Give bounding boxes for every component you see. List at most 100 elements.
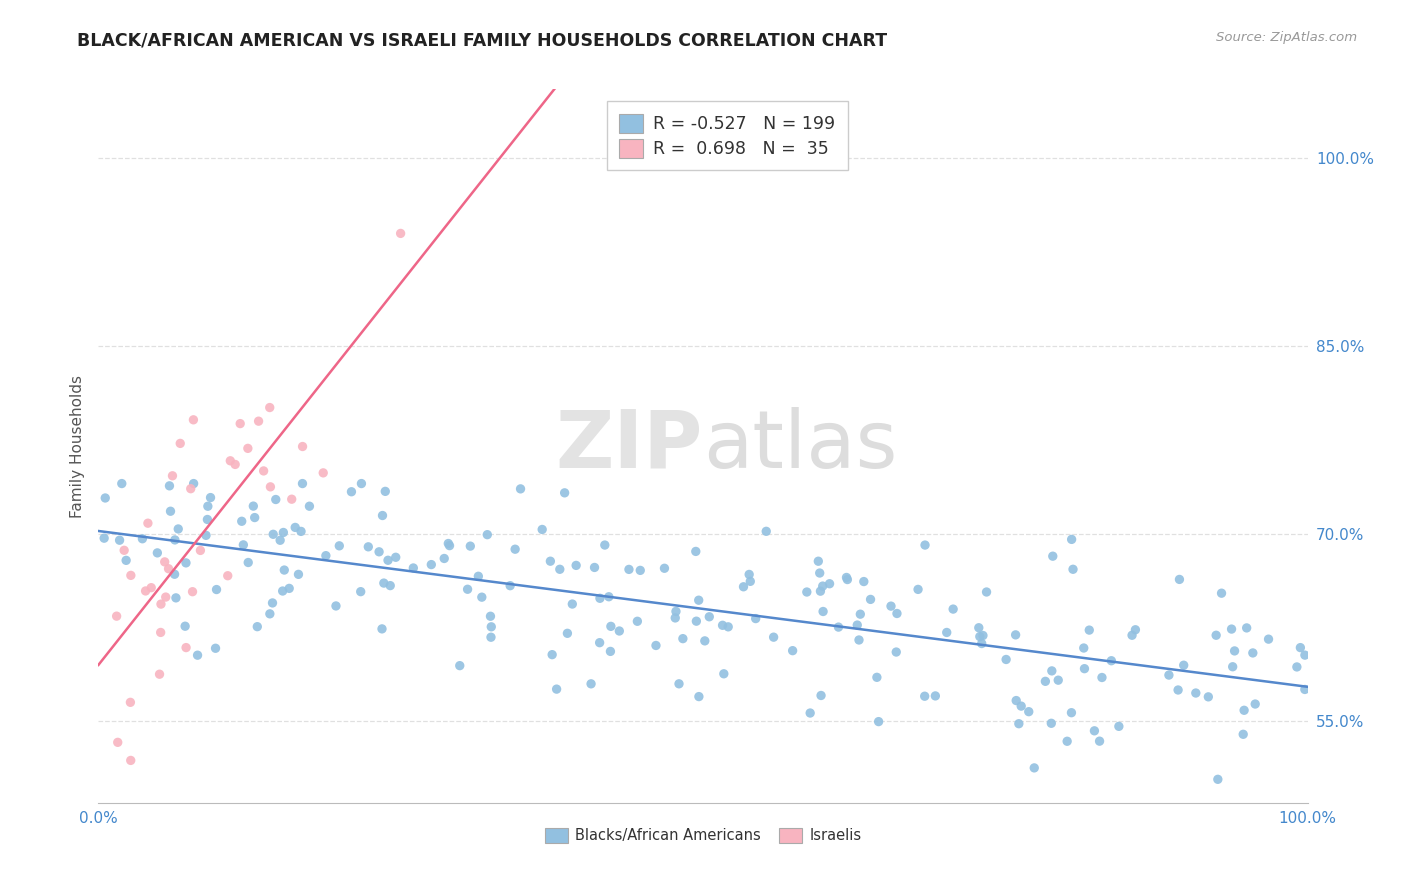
- Point: [460, 539, 482, 553]
- Point: [1056, 734, 1078, 748]
- Point: [846, 618, 869, 632]
- Point: [1257, 632, 1279, 647]
- Point: [350, 476, 373, 491]
- Point: [108, 533, 131, 548]
- Point: [384, 550, 406, 565]
- Point: [1035, 674, 1057, 689]
- Point: [859, 592, 882, 607]
- Point: [371, 508, 394, 523]
- Point: [713, 666, 735, 681]
- Point: [159, 504, 181, 518]
- Point: [284, 520, 307, 534]
- Point: [1289, 640, 1312, 655]
- Point: [1099, 654, 1122, 668]
- Point: [271, 584, 294, 599]
- Point: [1073, 640, 1095, 655]
- Point: [111, 476, 134, 491]
- Point: [457, 582, 479, 597]
- Point: [197, 512, 219, 526]
- Point: [1241, 646, 1264, 660]
- Point: [467, 569, 489, 583]
- Point: [711, 618, 734, 632]
- Point: [579, 677, 602, 691]
- Point: [617, 562, 640, 576]
- Point: [995, 652, 1018, 666]
- Point: [291, 440, 314, 454]
- Point: [1185, 686, 1208, 700]
- Point: [242, 499, 264, 513]
- Point: [607, 624, 630, 638]
- Point: [183, 413, 205, 427]
- Point: [115, 553, 138, 567]
- Point: [868, 714, 890, 729]
- Point: [112, 543, 135, 558]
- Point: [402, 561, 425, 575]
- Point: [1205, 628, 1227, 642]
- Point: [136, 516, 159, 531]
- Point: [236, 442, 259, 456]
- Point: [848, 632, 870, 647]
- Point: [738, 567, 761, 582]
- Point: [1125, 623, 1147, 637]
- Point: [377, 553, 399, 567]
- Point: [259, 607, 281, 621]
- Point: [654, 561, 676, 575]
- Point: [180, 482, 202, 496]
- Point: [477, 527, 499, 541]
- Point: [1010, 699, 1032, 714]
- Point: [479, 630, 502, 644]
- Point: [565, 558, 588, 573]
- Point: [368, 545, 391, 559]
- Point: [1088, 734, 1111, 748]
- Point: [217, 568, 239, 582]
- Point: [866, 670, 889, 684]
- Point: [1168, 573, 1191, 587]
- Point: [200, 491, 222, 505]
- Point: [433, 551, 456, 566]
- Point: [837, 573, 859, 587]
- Point: [183, 476, 205, 491]
- Point: [1042, 549, 1064, 564]
- Point: [808, 566, 831, 580]
- Point: [799, 706, 821, 720]
- Point: [818, 576, 841, 591]
- Point: [810, 584, 832, 599]
- Point: [645, 639, 668, 653]
- Point: [717, 620, 740, 634]
- Point: [181, 584, 204, 599]
- Point: [246, 620, 269, 634]
- Point: [479, 609, 502, 624]
- Point: [886, 607, 908, 621]
- Point: [195, 528, 218, 542]
- Point: [163, 533, 186, 547]
- Point: [174, 640, 197, 655]
- Text: Source: ZipAtlas.com: Source: ZipAtlas.com: [1216, 31, 1357, 45]
- Point: [811, 605, 834, 619]
- Point: [970, 636, 993, 650]
- Point: [278, 582, 301, 596]
- Point: [503, 542, 526, 557]
- Point: [269, 533, 291, 548]
- Point: [811, 579, 834, 593]
- Point: [264, 492, 287, 507]
- Point: [849, 607, 872, 622]
- Point: [755, 524, 778, 539]
- Point: [149, 597, 172, 611]
- Point: [1024, 761, 1046, 775]
- Point: [665, 604, 688, 618]
- Point: [153, 555, 176, 569]
- Point: [146, 546, 169, 560]
- Point: [287, 567, 309, 582]
- Point: [224, 458, 246, 472]
- Point: [589, 591, 612, 606]
- Point: [148, 667, 170, 681]
- Point: [1060, 533, 1083, 547]
- Point: [174, 556, 197, 570]
- Point: [1294, 648, 1316, 662]
- Point: [197, 500, 219, 514]
- Point: [1206, 772, 1229, 787]
- Point: [291, 476, 314, 491]
- Point: [626, 615, 648, 629]
- Point: [131, 532, 153, 546]
- Point: [374, 484, 396, 499]
